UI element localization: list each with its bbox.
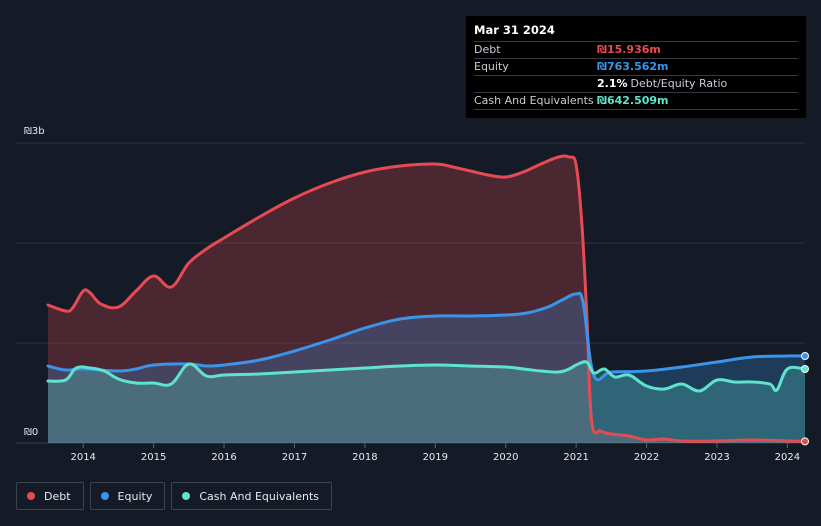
legend-equity-label: Equity [117, 489, 153, 503]
tooltip-debt-label: Debt [474, 43, 501, 56]
debt-area [48, 155, 805, 443]
equity-line [46, 291, 807, 382]
x-tick-label: 2015 [141, 452, 166, 463]
y-tick-label: ₪0 [24, 427, 38, 438]
chart-legend: Debt Equity Cash And Equivalents [16, 482, 332, 510]
tooltip-row-cash: Cash And Equivalents ₪642.509m [474, 92, 798, 110]
tooltip-cash-value: ₪642.509m [597, 94, 669, 107]
x-tick-label: 2014 [70, 452, 95, 463]
x-tick-label: 2017 [282, 452, 307, 463]
tooltip-ratio-label [474, 76, 597, 92]
legend-item-debt[interactable]: Debt [16, 482, 84, 510]
tooltip-cash-label: Cash And Equivalents [474, 94, 594, 107]
tooltip-ratio-value: 2.1% [597, 77, 628, 90]
x-tick-label: 2023 [704, 452, 729, 463]
cash-and-equivalents-area [48, 361, 805, 443]
tooltip-row-debt: Debt ₪15.936m [474, 41, 798, 58]
tooltip-equity-value: ₪763.562m [597, 60, 669, 73]
cash-and-equivalents-endpoint [801, 365, 809, 373]
x-tick-label: 2018 [352, 452, 377, 463]
legend-debt-label: Debt [44, 489, 71, 503]
x-tick-label: 2020 [493, 452, 518, 463]
tooltip-equity-label: Equity [474, 60, 509, 73]
x-tick-label: 2016 [211, 452, 236, 463]
legend-cash-dot [182, 492, 191, 500]
y-tick-label: ₪3b [24, 126, 45, 137]
legend-item-equity[interactable]: Equity [89, 482, 166, 510]
x-axis: 2014 2015 2016 2017 2018 2019 2020 2021 2022 2023… [70, 443, 800, 463]
x-tick-label: 2021 [563, 452, 588, 463]
tooltip-panel: Mar 31 2024 Debt ₪15.936m Equity ₪763.56… [466, 16, 806, 118]
debt-line [46, 154, 807, 443]
x-tick-label: 2022 [634, 452, 659, 463]
legend-item-cash[interactable]: Cash And Equivalents [171, 482, 332, 510]
x-tick-label: 2019 [423, 452, 448, 463]
debt-endpoint [801, 437, 809, 446]
grid-lines [16, 142, 805, 444]
series-areas [48, 155, 805, 443]
legend-debt-dot [27, 492, 35, 500]
x-tick-label: 2024 [775, 452, 800, 463]
series-endpoints [801, 352, 809, 446]
tooltip-row-equity: Equity ₪763.562m [474, 58, 798, 75]
series-lines [46, 154, 807, 443]
tooltip-debt-value: ₪15.936m [597, 43, 661, 56]
legend-equity-dot [100, 492, 109, 500]
tooltip-row-ratio: 2.1% Debt/Equity Ratio [474, 75, 798, 92]
y-axis: ₪0 ₪3b [24, 126, 45, 438]
equity-endpoint [801, 352, 809, 360]
cash-and-equivalents-line [46, 360, 807, 393]
tooltip-date: Mar 31 2024 [474, 23, 555, 37]
tooltip-ratio-suffix: Debt/Equity Ratio [630, 77, 728, 90]
legend-cash-label: Cash And Equivalents [199, 489, 319, 503]
equity-area [48, 293, 805, 443]
